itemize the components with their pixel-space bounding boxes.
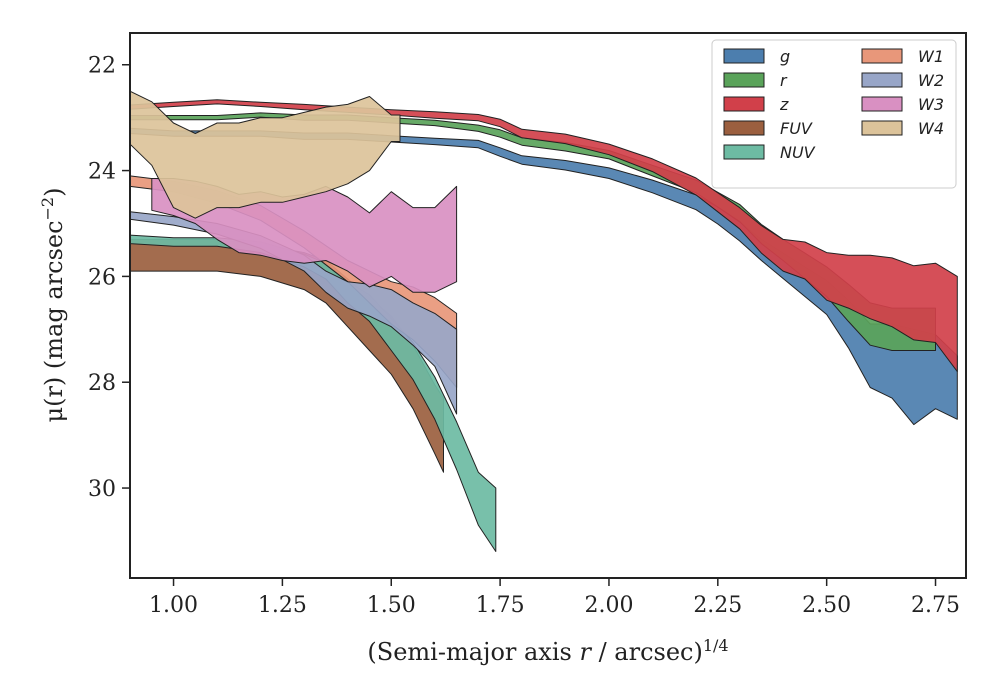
legend-swatch-w4 xyxy=(861,120,903,136)
y-tick-label: 28 xyxy=(88,371,116,396)
legend-label-w3: W3 xyxy=(918,95,944,114)
legend-swatch-z xyxy=(723,96,765,112)
x-axis-ticks: 1.00 1.25 1.50 1.75 2.00 2.25 2.50 2.75 xyxy=(149,578,960,618)
y-axis-ticks: 22 24 26 28 30 xyxy=(88,54,130,502)
x-tick-label: 2.25 xyxy=(693,593,742,618)
legend-label-z: z xyxy=(779,95,789,114)
legend-swatch-g xyxy=(723,48,765,64)
legend-swatch-r xyxy=(723,72,765,88)
y-tick-label: 26 xyxy=(88,265,116,290)
x-tick-label: 1.50 xyxy=(367,593,416,618)
legend-swatch-nuv xyxy=(723,144,765,160)
legend-swatch-w3 xyxy=(861,96,903,112)
band-w4 xyxy=(130,90,401,219)
legend-swatch-w1 xyxy=(861,48,903,64)
x-axis-label: (Semi-major axis r / arcsec)1/4 xyxy=(367,636,728,667)
x-tick-label: 1.00 xyxy=(149,593,198,618)
x-tick-label: 2.00 xyxy=(584,593,633,618)
x-tick-label: 1.75 xyxy=(476,593,525,618)
legend-label-w4: W4 xyxy=(918,119,944,138)
legend-label-g: g xyxy=(780,47,790,66)
plot-frame xyxy=(129,32,967,579)
y-tick-label: 30 xyxy=(88,477,116,502)
band-z xyxy=(130,99,958,373)
band-g xyxy=(130,127,958,426)
legend-label-nuv: NUV xyxy=(780,143,816,162)
y-axis-label: μ(r) (mag arcsec−2) xyxy=(38,188,69,423)
plot-bands xyxy=(130,90,958,552)
y-tick-label: 24 xyxy=(88,160,116,185)
x-tick-label: 2.50 xyxy=(802,593,851,618)
legend-label-fuv: FUV xyxy=(780,119,813,138)
legend-label-r: r xyxy=(780,71,788,90)
x-tick-label: 1.25 xyxy=(258,593,307,618)
legend-swatch-fuv xyxy=(723,120,765,136)
legend-label-w2: W2 xyxy=(918,71,944,90)
legend: grz FUV NUV W1 W2 W3 W4 xyxy=(711,39,957,189)
band-r xyxy=(130,112,936,351)
y-tick-label: 22 xyxy=(88,54,116,79)
legend-label-w1: W1 xyxy=(918,47,944,66)
x-tick-label: 2.75 xyxy=(911,593,960,618)
legend-swatch-w2 xyxy=(861,72,903,88)
